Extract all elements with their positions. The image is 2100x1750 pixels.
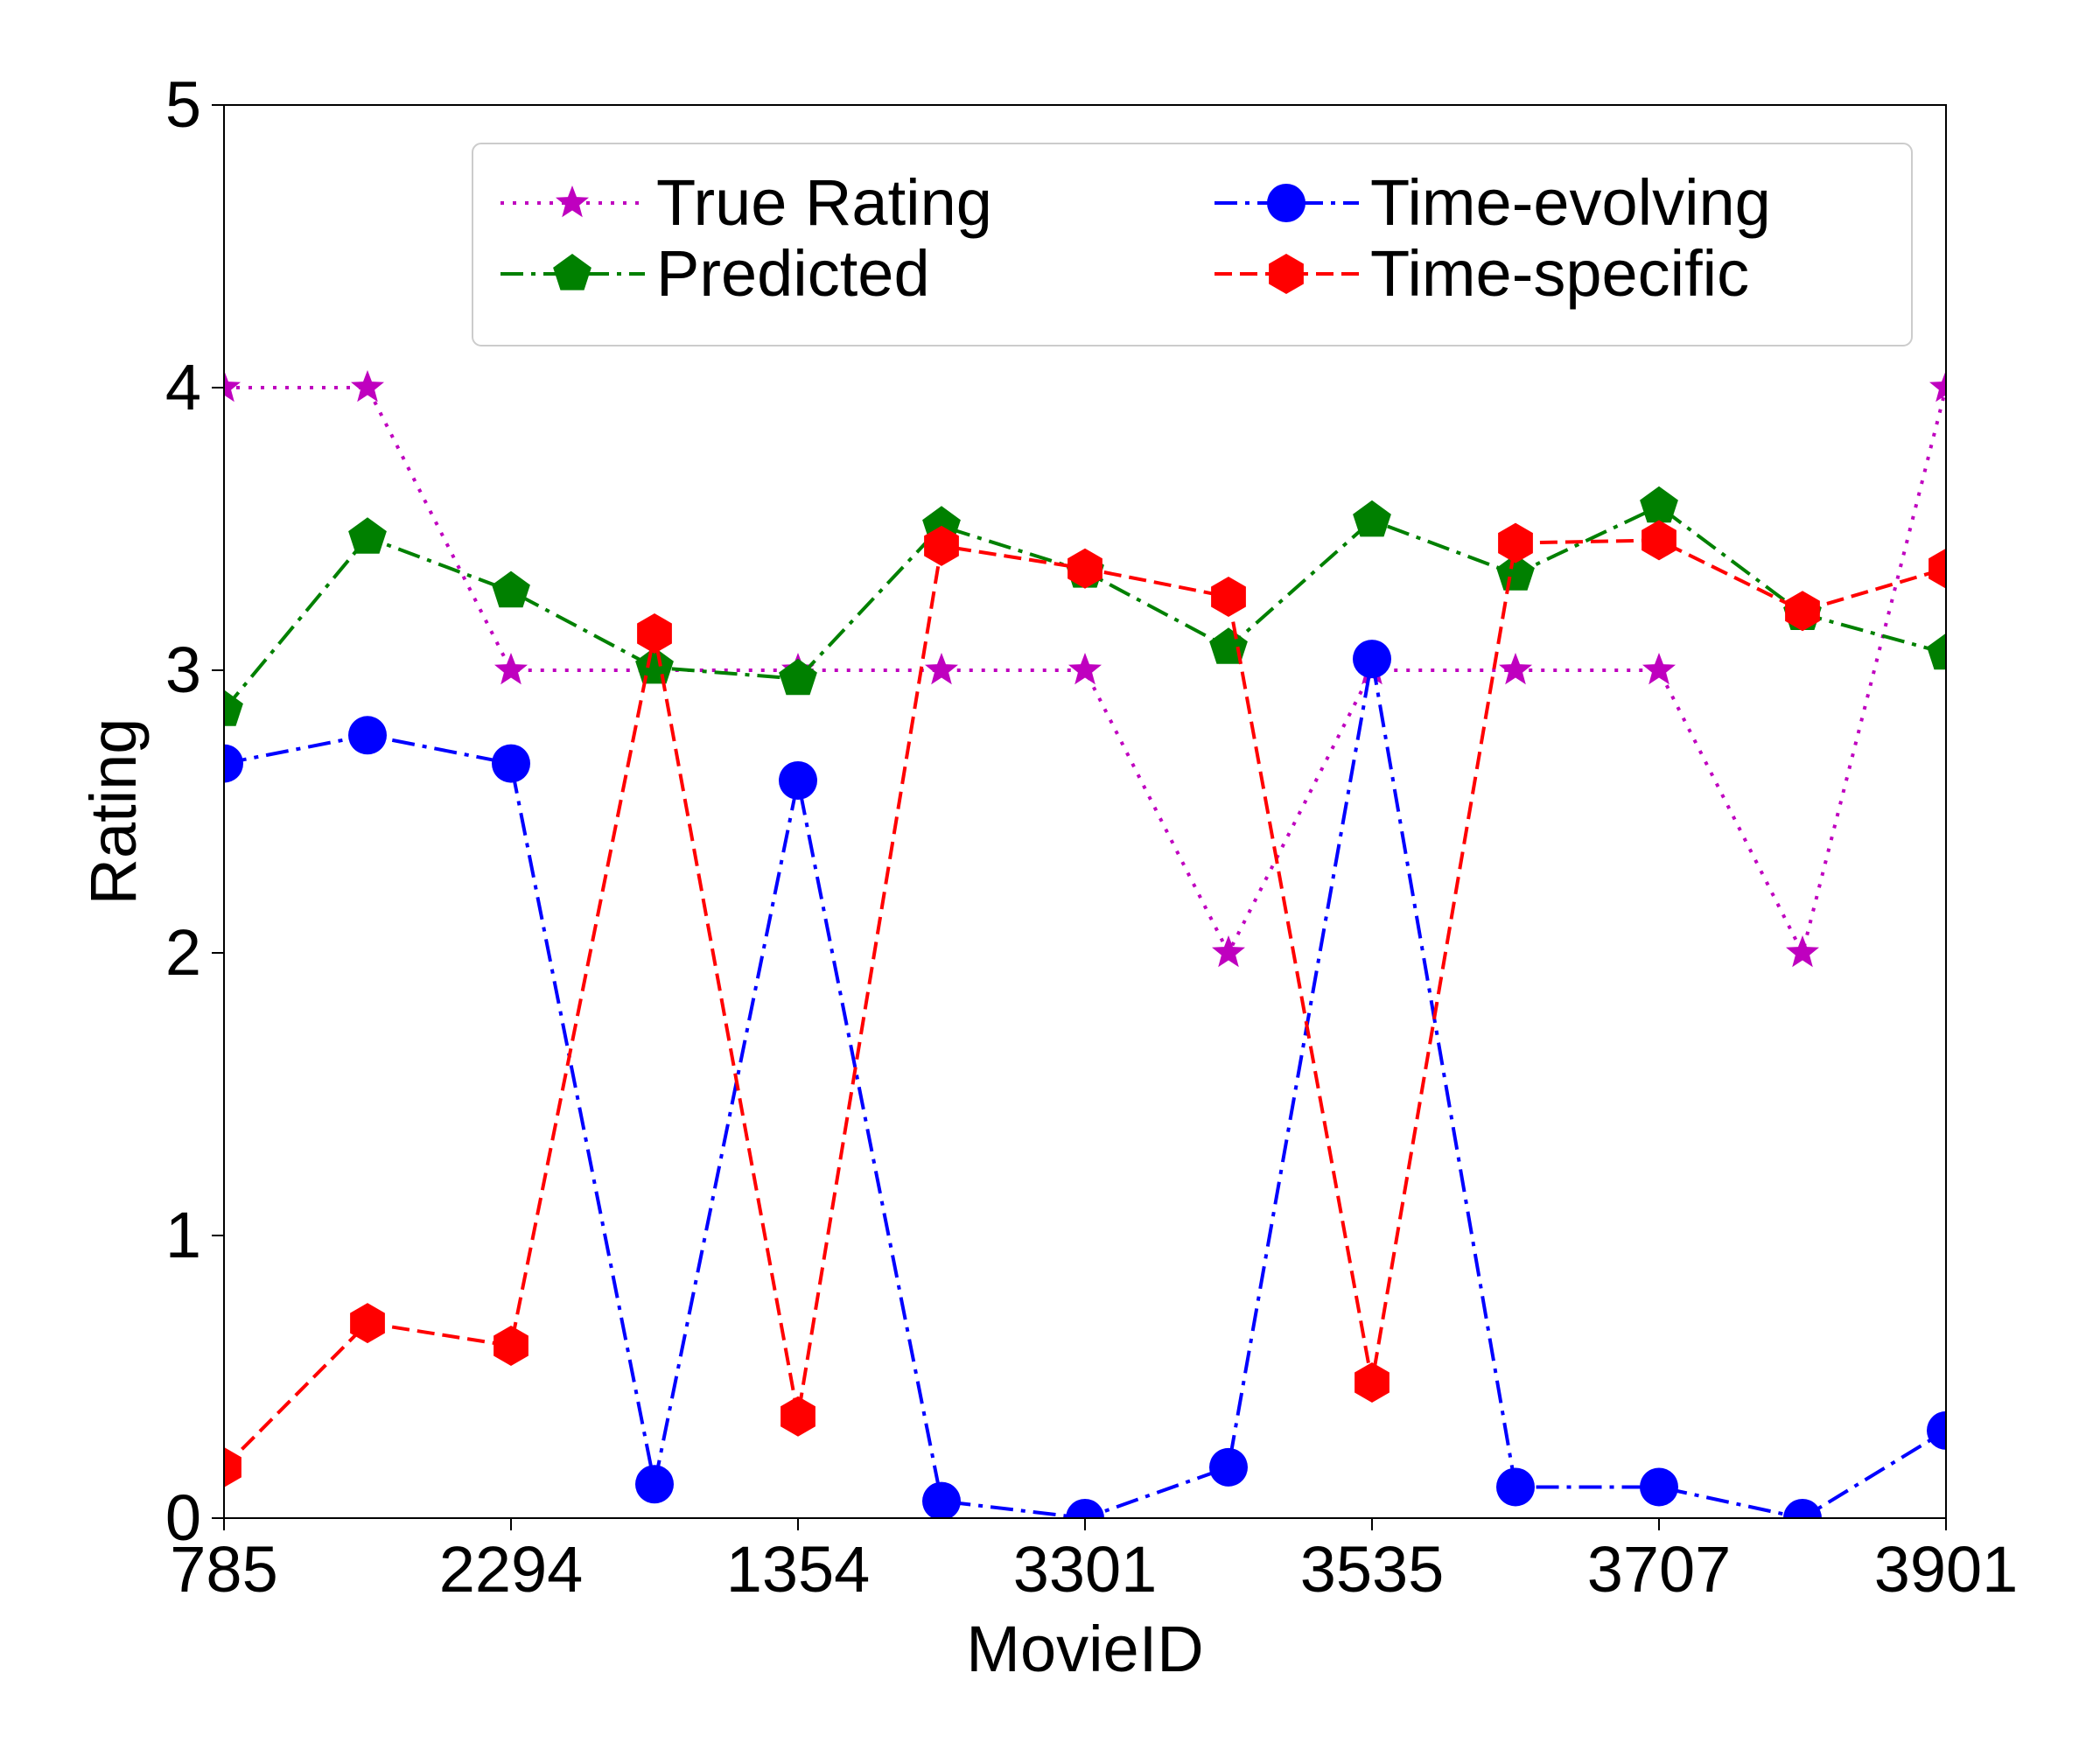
data-point-predicted [779,658,817,696]
data-point-true-rating [351,370,384,402]
data-point-time-evolving [1927,1410,1946,1450]
data-point-time-evolving [1640,1467,1678,1507]
data-point-time-evolving [779,760,817,800]
legend-label-time-specific: Time-specific [1370,237,1749,310]
legend-marker-time-evolving [1267,184,1306,222]
legend-item-time-evolving: Time-evolving [1214,166,1771,239]
data-point-time-evolving [1353,640,1391,679]
data-point-time-specific [494,1326,528,1366]
data-point-true-rating [224,370,241,402]
data-point-predicted [348,517,387,554]
legend-marker-true-rating [556,186,589,218]
legend-label-predicted: Predicted [656,237,930,310]
data-point-time-specific [1068,548,1102,589]
data-point-time-evolving [492,744,530,783]
data-point-time-evolving [224,744,243,783]
x-tick-label: 3901 [1874,1533,2019,1606]
legend-label-time-evolving: Time-evolving [1370,166,1771,239]
legend-label-true-rating: True Rating [656,166,992,239]
data-point-true-rating [1929,370,1946,402]
data-point-predicted [1640,486,1678,523]
data-point-time-specific [1785,591,1820,632]
y-tick-label: 0 [165,1481,201,1554]
y-tick-label: 1 [165,1199,201,1271]
data-point-time-evolving [922,1481,961,1518]
legend-marker-time-specific [1269,254,1304,294]
data-point-time-evolving [1496,1467,1535,1507]
data-point-time-specific [924,525,959,566]
legend-marker-predicted [553,254,592,290]
legend-item-true-rating: True Rating [500,166,992,239]
data-point-time-evolving [1066,1499,1104,1518]
y-axis-label: Rating [77,718,150,906]
x-tick-label: 3535 [1300,1533,1445,1606]
data-point-true-rating [1499,653,1532,685]
series-time-specific [224,520,1946,1488]
data-point-time-specific [224,1446,242,1488]
data-point-time-specific [780,1396,816,1437]
data-point-predicted [1927,633,1946,670]
x-tick-label: 785 [170,1533,277,1606]
legend-box [472,143,1913,346]
data-point-true-rating [925,653,958,685]
data-point-predicted [1496,554,1535,591]
data-point-time-specific [1498,522,1533,564]
y-axis: 0 1 2 3 4 5 [165,68,224,1554]
data-point-predicted [635,647,674,684]
data-point-true-rating [494,653,528,685]
y-tick-label: 2 [165,916,201,989]
legend-item-time-specific: Time-specific [1214,237,1749,310]
y-tick-label: 4 [165,351,201,424]
data-point-true-rating [1068,653,1102,685]
data-point-time-specific [1928,548,1946,589]
data-point-true-rating [1786,935,1819,968]
legend: True Rating Time-evolving Predicted Time-sp… [472,143,1913,346]
data-point-time-specific [1354,1362,1390,1403]
data-point-predicted [224,690,243,726]
data-point-time-evolving [1209,1447,1248,1487]
data-point-predicted [492,570,530,608]
data-point-time-evolving [635,1465,674,1504]
data-point-time-evolving [348,716,387,755]
x-tick-label: 2294 [439,1533,584,1606]
data-point-time-evolving [1783,1499,1822,1518]
data-point-predicted [1353,500,1391,537]
data-point-time-specific [637,613,672,654]
x-tick-label: 3301 [1013,1533,1158,1606]
data-point-true-rating [1642,653,1676,685]
series-time-evolving [224,640,1946,1518]
data-point-true-rating [1212,935,1245,968]
x-tick-label: 1354 [726,1533,871,1606]
legend-item-predicted: Predicted [500,237,930,310]
x-tick-label: 3707 [1587,1533,1732,1606]
x-axis-label: MovieID [966,1613,1203,1685]
series-layer [224,370,1946,1518]
data-point-time-specific [1211,577,1246,617]
y-tick-label: 3 [165,634,201,706]
data-point-time-specific [350,1303,385,1344]
y-tick-label: 5 [165,68,201,141]
x-axis: 785 2294 1354 3301 3535 3707 3901 [170,1518,2018,1606]
data-point-time-specific [1642,520,1676,561]
